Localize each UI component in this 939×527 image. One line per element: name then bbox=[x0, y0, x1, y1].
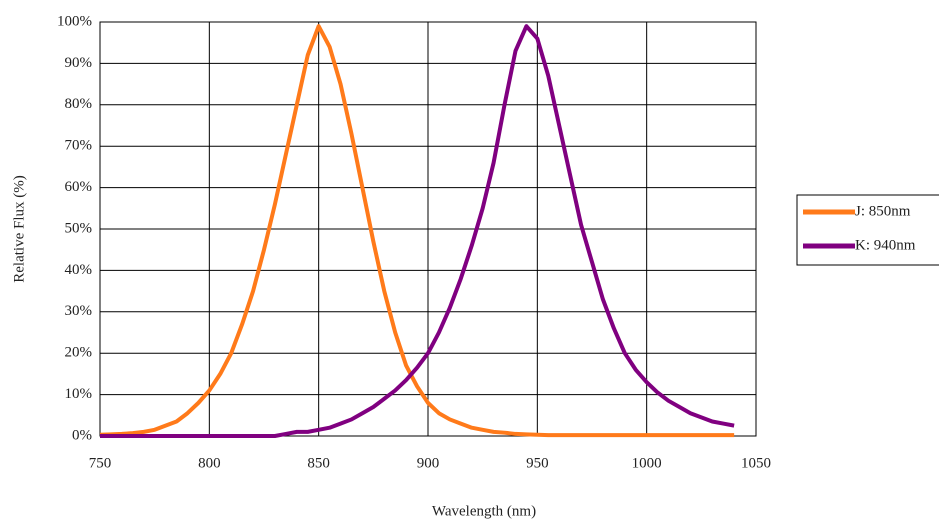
y-tick-label: 60% bbox=[65, 179, 93, 195]
y-tick-label: 20% bbox=[65, 345, 93, 361]
x-tick-label: 900 bbox=[417, 455, 440, 471]
y-tick-label: 90% bbox=[65, 55, 93, 71]
y-tick-label: 10% bbox=[65, 386, 93, 402]
legend-label: J: 850nm bbox=[855, 203, 911, 219]
x-tick-label: 1000 bbox=[632, 455, 662, 471]
x-tick-label: 1050 bbox=[741, 455, 771, 471]
series-line bbox=[100, 24, 735, 438]
y-tick-label: 100% bbox=[57, 13, 92, 29]
x-axis-label: Wavelength (nm) bbox=[432, 503, 536, 519]
series-line bbox=[99, 24, 735, 438]
y-tick-label: 40% bbox=[65, 262, 93, 278]
x-tick-label: 800 bbox=[198, 455, 221, 471]
x-tick-label: 750 bbox=[89, 455, 112, 471]
plot-frame bbox=[99, 21, 757, 437]
y-tick-label: 0% bbox=[72, 427, 92, 443]
x-tick-label: 950 bbox=[526, 455, 549, 471]
y-tick-label: 80% bbox=[65, 96, 93, 112]
legend-box bbox=[796, 194, 939, 266]
legend-label: K: 940nm bbox=[855, 237, 916, 253]
y-tick-label: 30% bbox=[65, 303, 93, 319]
legend: J: 850nm K: 940nm bbox=[796, 194, 939, 266]
y-tick-label: 70% bbox=[65, 138, 93, 154]
x-tick-label: 850 bbox=[307, 455, 330, 471]
y-axis-label: Relative Flux (%) bbox=[11, 175, 27, 282]
y-tick-label: 50% bbox=[65, 220, 93, 236]
